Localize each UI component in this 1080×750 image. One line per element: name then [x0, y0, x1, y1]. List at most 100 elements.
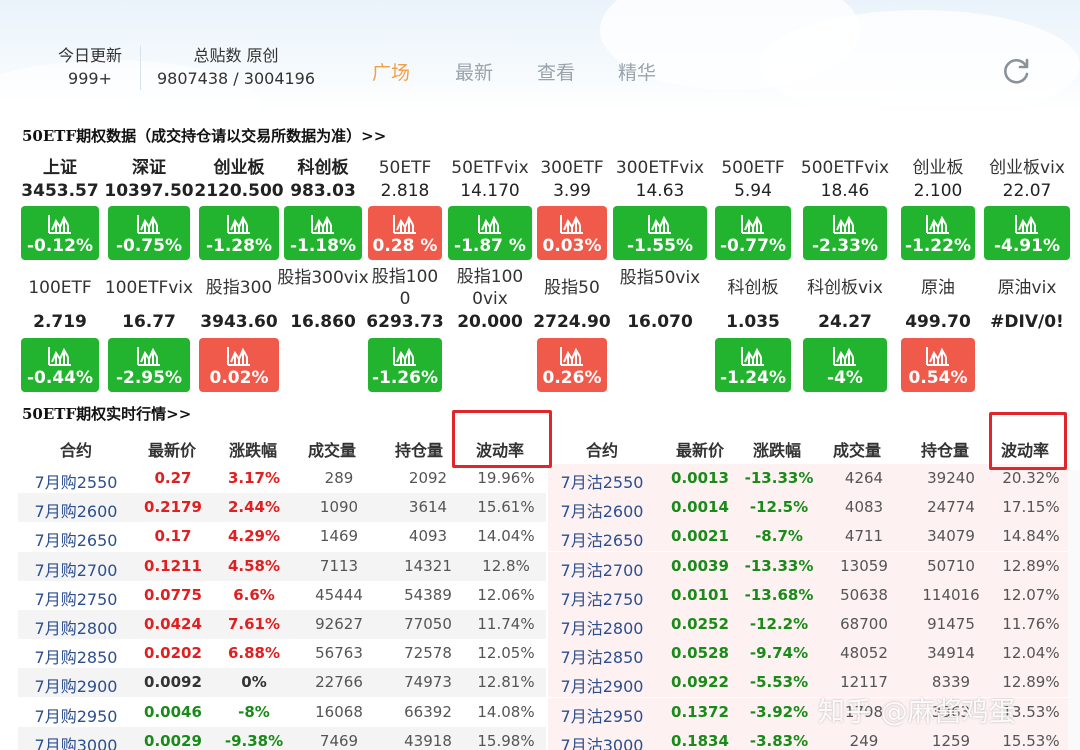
index-change-button[interactable]: -1.22%	[901, 206, 975, 260]
call-price: 0.0202	[144, 644, 202, 663]
trend-chart-icon	[741, 215, 764, 234]
trend-chart-icon	[48, 347, 71, 366]
index-change-button[interactable]: -0.12%	[21, 206, 99, 260]
index-value: #DIV/0!	[990, 312, 1064, 332]
put-contract-name[interactable]: 7月沽2600	[560, 502, 644, 522]
table-row[interactable]: 7月购2550 0.27 3.17% 289 2092 19.96% 7月沽2550 0.00…	[0, 464, 1080, 493]
put-change: -5.53%	[749, 673, 809, 692]
table-row[interactable]: 7月购2750 0.0775 6.6% 45444 54389 12.06% 7月沽2750…	[0, 580, 1080, 610]
index-change-button[interactable]: -2.33%	[803, 206, 887, 260]
column-header[interactable]: 合约	[59, 441, 92, 460]
index-change-button[interactable]: -1.28%	[199, 206, 279, 260]
trend-chart-icon	[833, 347, 856, 366]
put-volume: 249	[849, 731, 879, 750]
call-contract-name[interactable]: 7月购3000	[34, 735, 118, 750]
total-posts: 总贴数 原创 9807438 / 3004196	[150, 44, 322, 90]
index-change-button[interactable]: -4.91%	[984, 206, 1070, 260]
column-header[interactable]: 持仓量	[394, 441, 443, 460]
index-change-button[interactable]: 0.26%	[537, 338, 607, 392]
tab-featured[interactable]: 精华	[618, 62, 657, 84]
call-contract-name[interactable]: 7月购2850	[34, 648, 118, 668]
table-row[interactable]: 7月购2800 0.0424 7.61% 92627 77050 11.74% 7月沽280…	[0, 610, 1080, 639]
put-volatility: 15.53%	[1002, 731, 1060, 750]
call-open-interest: 3614	[408, 498, 448, 517]
call-contract-name[interactable]: 7月购2950	[34, 706, 118, 726]
table-row[interactable]: 7月购2900 0.0092 0% 22766 74973 12.81% 7月沽2900 0.…	[0, 668, 1080, 698]
index-change-button[interactable]: 0.54%	[901, 338, 975, 392]
index-change-button[interactable]: -0.44%	[21, 338, 99, 392]
call-contract-name[interactable]: 7月购2800	[34, 619, 118, 638]
table-row[interactable]: 7月购2950 0.0046 -8% 16068 66392 14.08% 7月沽2950 0…	[0, 697, 1080, 727]
column-header[interactable]: 成交量	[307, 441, 356, 460]
put-contract-name[interactable]: 7月沽2750	[560, 589, 644, 609]
table-row[interactable]: 7月购3000 0.0029 -9.38% 7469 43918 15.98% 7月沽300…	[0, 726, 1080, 750]
call-contract-name[interactable]: 7月购2750	[34, 589, 118, 609]
index-name: 股指300vix	[277, 268, 369, 288]
call-open-interest: 66392	[404, 702, 452, 721]
trend-chart-icon	[137, 215, 160, 234]
call-contract-name[interactable]: 7月购2550	[34, 473, 118, 492]
put-contract-name[interactable]: 7月沽2850	[560, 648, 644, 668]
column-header[interactable]: 最新价	[147, 441, 196, 460]
index-change-button[interactable]: -4%	[803, 338, 887, 392]
column-header[interactable]: 成交量	[832, 441, 881, 460]
put-contract-name[interactable]: 7月沽2650	[560, 531, 644, 551]
table-row[interactable]: 7月购2600 0.2179 2.44% 1090 3614 15.61% 7月沽2600 0…	[0, 493, 1080, 523]
tab-view[interactable]: 查看	[537, 62, 576, 84]
index-change-button[interactable]: -2.95%	[108, 338, 190, 392]
call-change: 2.44%	[227, 498, 281, 517]
put-volatility: 12.04%	[1002, 644, 1060, 663]
tab-square[interactable]: 广场	[372, 62, 411, 84]
index-change-button[interactable]: -0.77%	[715, 206, 791, 260]
put-contract-name[interactable]: 7月沽2700	[560, 560, 644, 580]
index-change-button[interactable]: -1.26%	[368, 338, 442, 392]
put-row-bg	[548, 464, 1068, 493]
call-contract-name[interactable]: 7月购2700	[34, 560, 118, 580]
index-change-button[interactable]: -1.24%	[715, 338, 791, 392]
index-name: 上证	[43, 158, 77, 178]
column-header[interactable]: 合约	[585, 441, 618, 460]
put-contract-name[interactable]: 7月沽3000	[560, 735, 644, 750]
table-row[interactable]: 7月购2700 0.1211 4.58% 7113 14321 12.8% 7月沽2700 0…	[0, 551, 1080, 581]
section-title-options-data[interactable]: 50ETF期权数据（成交持仓请以交易所数据为准）>>	[22, 127, 387, 145]
put-contract-name[interactable]: 7月沽2900	[560, 677, 644, 697]
index-change: -1.55%	[626, 236, 694, 256]
call-contract-name[interactable]: 7月购2650	[34, 531, 118, 551]
trend-chart-icon	[227, 215, 250, 234]
index-value: 3943.60	[200, 312, 278, 332]
section-title-realtime[interactable]: 50ETF期权实时行情>>	[22, 405, 192, 423]
tab-latest[interactable]: 最新	[455, 62, 494, 84]
put-row-bg	[548, 697, 1068, 727]
column-header[interactable]: 最新价	[675, 441, 724, 460]
call-contract-name[interactable]: 7月购2600	[34, 502, 118, 522]
index-change-button[interactable]: -1.87 %	[448, 206, 532, 260]
index-change-button[interactable]: 0.02%	[199, 338, 279, 392]
index-name: 300ETF	[540, 158, 604, 178]
index-change-button[interactable]: -1.18%	[284, 206, 362, 260]
put-volatility: 14.84%	[1002, 527, 1060, 546]
index-change-button[interactable]: -0.75%	[108, 206, 190, 260]
refresh-icon[interactable]	[1002, 56, 1032, 86]
column-header[interactable]: 持仓量	[920, 441, 969, 460]
call-volatility: 12.05%	[477, 644, 535, 663]
call-change: 4.58%	[227, 556, 281, 575]
index-change-button[interactable]: 0.03%	[537, 206, 607, 260]
trend-chart-icon	[833, 215, 856, 234]
index-change-button[interactable]: -1.55%	[613, 206, 707, 260]
column-header[interactable]: 波动率	[475, 441, 524, 460]
put-change: -12.2%	[749, 615, 809, 633]
column-header[interactable]: 涨跌幅	[752, 441, 801, 460]
column-header[interactable]: 涨跌幅	[228, 441, 277, 460]
index-change-button[interactable]: 0.28 %	[368, 206, 442, 260]
put-volatility: 20.32%	[1002, 469, 1060, 487]
put-contract-name[interactable]: 7月沽2950	[560, 706, 644, 726]
call-contract-name[interactable]: 7月购2900	[34, 677, 118, 697]
row-stripe	[18, 668, 546, 698]
put-volatility: 12.89%	[1002, 556, 1060, 575]
put-contract-name[interactable]: 7月沽2800	[560, 619, 644, 638]
table-row[interactable]: 7月购2850 0.0202 6.88% 56763 72578 12.05% 7月沽285…	[0, 639, 1080, 669]
column-header[interactable]: 波动率	[1000, 441, 1049, 460]
put-contract-name[interactable]: 7月沽2550	[560, 473, 644, 492]
table-row[interactable]: 7月购2650 0.17 4.29% 1469 4093 14.04% 7月沽2650 0.0…	[0, 522, 1080, 552]
index-name: 创业板vix	[989, 158, 1065, 178]
